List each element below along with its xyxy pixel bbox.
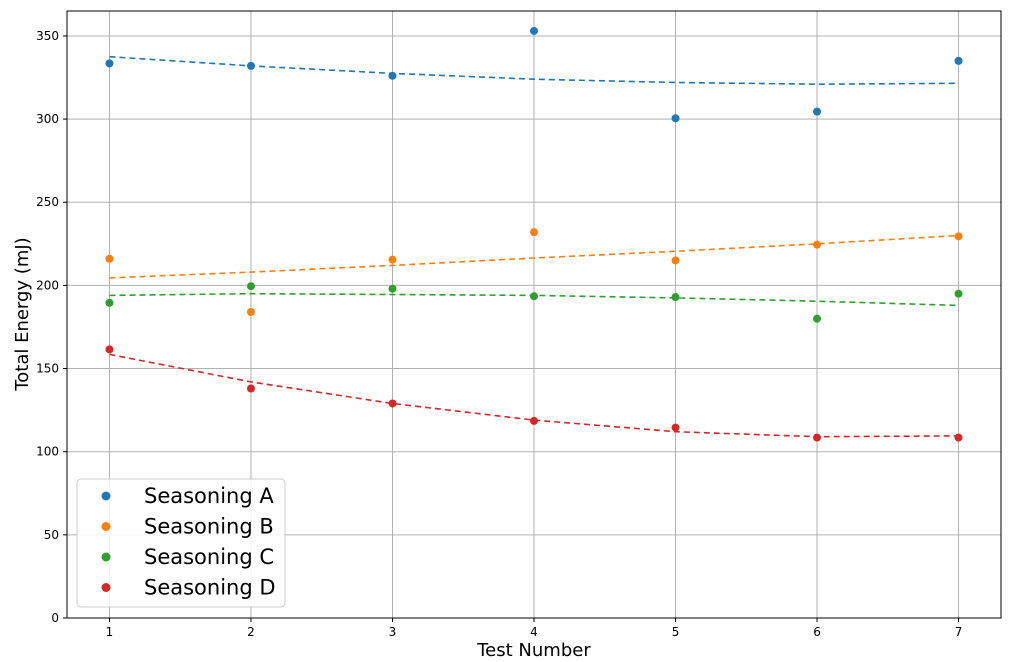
x-tick-label: 5: [672, 625, 680, 639]
legend-label-seasoning-b: Seasoning B: [144, 515, 274, 539]
seasoning-a-point: [954, 56, 963, 65]
y-tick-label: 50: [44, 528, 59, 542]
x-axis-ticks: 1 2 3 4 5 6 7: [106, 618, 963, 639]
y-tick-label: 0: [51, 611, 59, 625]
seasoning-c-point: [246, 282, 255, 291]
seasoning-b-point: [105, 254, 114, 263]
legend-marker-seasoning-a: [101, 491, 111, 501]
seasoning-b-trend-line: [109, 234, 959, 279]
seasoning-b-point: [246, 308, 255, 317]
seasoning-b-point: [388, 255, 397, 264]
legend: Seasoning A Seasoning B Seasoning C Seasoni…: [76, 478, 286, 608]
x-tick-label: 2: [247, 625, 255, 639]
legend-box: [76, 478, 286, 608]
seasoning-a-point: [105, 59, 114, 68]
legend-marker-seasoning-d: [101, 583, 111, 592]
y-axis-ticks: 0 50 100 150 200 250 300 350: [36, 29, 67, 625]
y-tick-label: 200: [36, 278, 59, 292]
seasoning-a-point: [813, 107, 822, 116]
seasoning-b-point: [671, 256, 680, 265]
y-tick-label: 350: [36, 29, 59, 43]
seasoning-c-point: [530, 292, 538, 301]
x-tick-label: 4: [530, 625, 538, 639]
legend-marker-seasoning-c: [101, 552, 111, 562]
x-tick-label: 3: [389, 625, 397, 639]
y-tick-label: 150: [36, 362, 59, 376]
seasoning-d-point: [671, 423, 680, 432]
seasoning-d-point: [813, 433, 822, 442]
legend-label-seasoning-a: Seasoning A: [144, 484, 274, 508]
x-tick-label: 7: [955, 625, 963, 639]
seasoning-c-point: [105, 298, 114, 307]
seasoning-b-point: [530, 228, 538, 237]
seasoning-b-point: [954, 232, 963, 241]
seasoning-d-point: [105, 345, 114, 354]
seasoning-b-point: [813, 240, 822, 249]
y-tick-label: 100: [36, 445, 59, 459]
seasoning-d-point: [530, 416, 538, 425]
legend-marker-seasoning-b: [101, 522, 111, 531]
seasoning-a-point: [530, 26, 538, 35]
y-tick-label: 250: [36, 195, 59, 209]
legend-items: Seasoning A Seasoning B Seasoning C Seasoni…: [101, 484, 276, 600]
legend-label-seasoning-c: Seasoning C: [144, 545, 274, 569]
seasoning-c-point: [388, 284, 397, 293]
seasoning-c-point: [671, 293, 680, 302]
x-tick-label: 1: [106, 625, 114, 639]
seasoning-d-point: [246, 384, 255, 393]
x-axis-title: Test Number: [476, 640, 591, 661]
y-axis-title: Total Energy (mJ): [12, 237, 33, 391]
seasoning-c-point: [813, 314, 822, 323]
seasoning-a-point: [671, 114, 680, 123]
x-tick-label: 6: [813, 625, 821, 639]
legend-label-seasoning-d: Seasoning D: [144, 576, 276, 600]
data-points: [105, 26, 963, 442]
seasoning-d-point: [388, 399, 397, 408]
seasoning-a-point: [388, 71, 397, 80]
y-tick-label: 300: [36, 112, 59, 126]
seasoning-a-point: [246, 61, 255, 70]
seasoning-c-point: [954, 289, 963, 298]
seasoning-d-point: [954, 433, 963, 442]
